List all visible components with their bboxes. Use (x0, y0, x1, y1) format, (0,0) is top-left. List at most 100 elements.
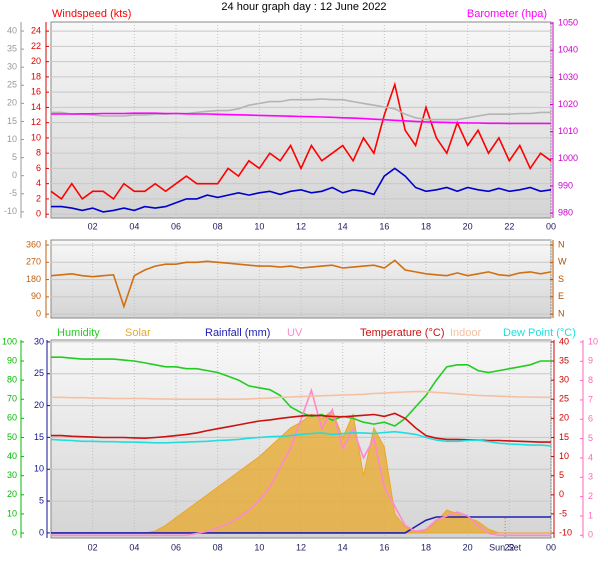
x-tick-label: 20 (463, 542, 473, 552)
y-tick-label: 100 (2, 336, 17, 346)
y-tick-label: 40 (7, 451, 17, 461)
y-tick-label: 980 (558, 207, 573, 217)
legend-label: Dew Point (°C) (503, 327, 576, 339)
y-tick-label: 24 (31, 26, 41, 36)
y-tick-label: 1 (588, 510, 593, 520)
y-tick-label: 2 (36, 193, 41, 203)
y-tick-label: 10 (7, 134, 17, 144)
y-tick-label: 25 (7, 80, 17, 90)
line (50, 259, 552, 310)
x-tick-label: 10 (254, 221, 264, 231)
y-tick-label: 0 (12, 527, 17, 537)
y-tick-label: 10 (34, 464, 44, 474)
y-tick-label: 40 (559, 336, 569, 346)
line (50, 81, 552, 201)
x-tick-label: 02 (88, 221, 98, 231)
y-tick-label: 15 (34, 432, 44, 442)
legend-label: UV (287, 327, 303, 339)
y-tick-label: 4 (588, 452, 593, 462)
x-tick-label: 22 (504, 221, 514, 231)
y-tick-label: W (558, 257, 567, 267)
y-tick-label: N (558, 309, 565, 319)
x-tick-label: 00 (546, 221, 556, 231)
y-tick-label: 7 (588, 394, 593, 404)
legend-label: Humidity (57, 327, 100, 339)
y-tick-label: 1000 (558, 153, 578, 163)
y-tick-label: 30 (34, 336, 44, 346)
y-tick-label: 990 (558, 180, 573, 190)
y-tick-label: -10 (4, 206, 17, 216)
legend-label: Windspeed (kts) (52, 8, 131, 20)
y-tick-label: 4 (36, 178, 41, 188)
y-tick-label: 6 (588, 414, 593, 424)
x-tick-label: 04 (129, 542, 139, 552)
legend-label: Rainfall (mm) (205, 327, 270, 339)
x-tick-label: 06 (171, 221, 181, 231)
y-tick-label: N (558, 239, 565, 249)
y-tick-label: 30 (559, 375, 569, 385)
y-tick-label: 30 (7, 62, 17, 72)
y-tick-label: -10 (559, 527, 572, 537)
y-tick-label: 20 (7, 98, 17, 108)
line (51, 98, 551, 121)
plot-area (50, 21, 552, 219)
y-tick-label: 25 (34, 368, 44, 378)
y-tick-label: 2 (588, 491, 593, 501)
legend-label: Indoor (450, 327, 482, 339)
y-tick-label: 30 (7, 470, 17, 480)
y-tick-label: 3 (588, 472, 593, 482)
x-tick-label: 14 (338, 221, 348, 231)
y-tick-label: 0 (588, 530, 593, 540)
y-tick-label: 60 (7, 413, 17, 423)
y-tick-label: 6 (36, 163, 41, 173)
y-tick-label: 1020 (558, 99, 578, 109)
y-tick-label: 15 (559, 432, 569, 442)
y-tick-label: 0 (39, 527, 44, 537)
y-tick-label: 270 (26, 257, 41, 267)
x-tick-label: 12 (296, 221, 306, 231)
x-tick-label: 10 (254, 542, 264, 552)
y-tick-label: 10 (31, 132, 41, 142)
y-tick-label: 8 (588, 375, 593, 385)
y-tick-label: 90 (31, 291, 41, 301)
y-tick-label: 10 (559, 451, 569, 461)
y-tick-label: 14 (31, 102, 41, 112)
y-tick-label: 70 (7, 394, 17, 404)
x-tick-label: 20 (463, 221, 473, 231)
annotation: Sun Set (489, 542, 522, 552)
y-tick-label: 180 (26, 274, 41, 284)
line (51, 390, 551, 400)
x-tick-label: 06 (171, 542, 181, 552)
y-tick-label: 1040 (558, 45, 578, 55)
y-tick-label: -5 (9, 188, 17, 198)
y-tick-label: 20 (559, 413, 569, 423)
x-tick-label: 04 (129, 221, 139, 231)
x-tick-label: 16 (379, 542, 389, 552)
x-tick-label: 14 (338, 542, 348, 552)
y-tick-label: 10 (588, 336, 598, 346)
y-tick-label: E (558, 291, 564, 301)
y-tick-label: 10 (7, 508, 17, 518)
y-tick-label: 0 (12, 170, 17, 180)
y-tick-label: S (558, 274, 564, 284)
y-tick-label: 5 (12, 152, 17, 162)
y-tick-label: 16 (31, 87, 41, 97)
y-tick-label: 5 (559, 470, 564, 480)
chart-title: 24 hour graph day : 12 June 2022 (221, 1, 386, 13)
y-tick-label: 18 (31, 71, 41, 81)
y-tick-label: 5 (39, 495, 44, 505)
x-tick-label: 18 (421, 221, 431, 231)
y-tick-label: 0 (559, 489, 564, 499)
y-tick-label: 5 (588, 433, 593, 443)
y-tick-label: 1010 (558, 126, 578, 136)
x-tick-label: 16 (379, 221, 389, 231)
y-tick-label: 0 (36, 309, 41, 319)
y-tick-label: 20 (34, 400, 44, 410)
legend-label: Solar (125, 327, 151, 339)
y-tick-label: 22 (31, 41, 41, 51)
y-tick-label: -5 (559, 508, 567, 518)
y-tick-label: 90 (7, 355, 17, 365)
x-tick-label: 08 (213, 542, 223, 552)
line (51, 356, 551, 427)
